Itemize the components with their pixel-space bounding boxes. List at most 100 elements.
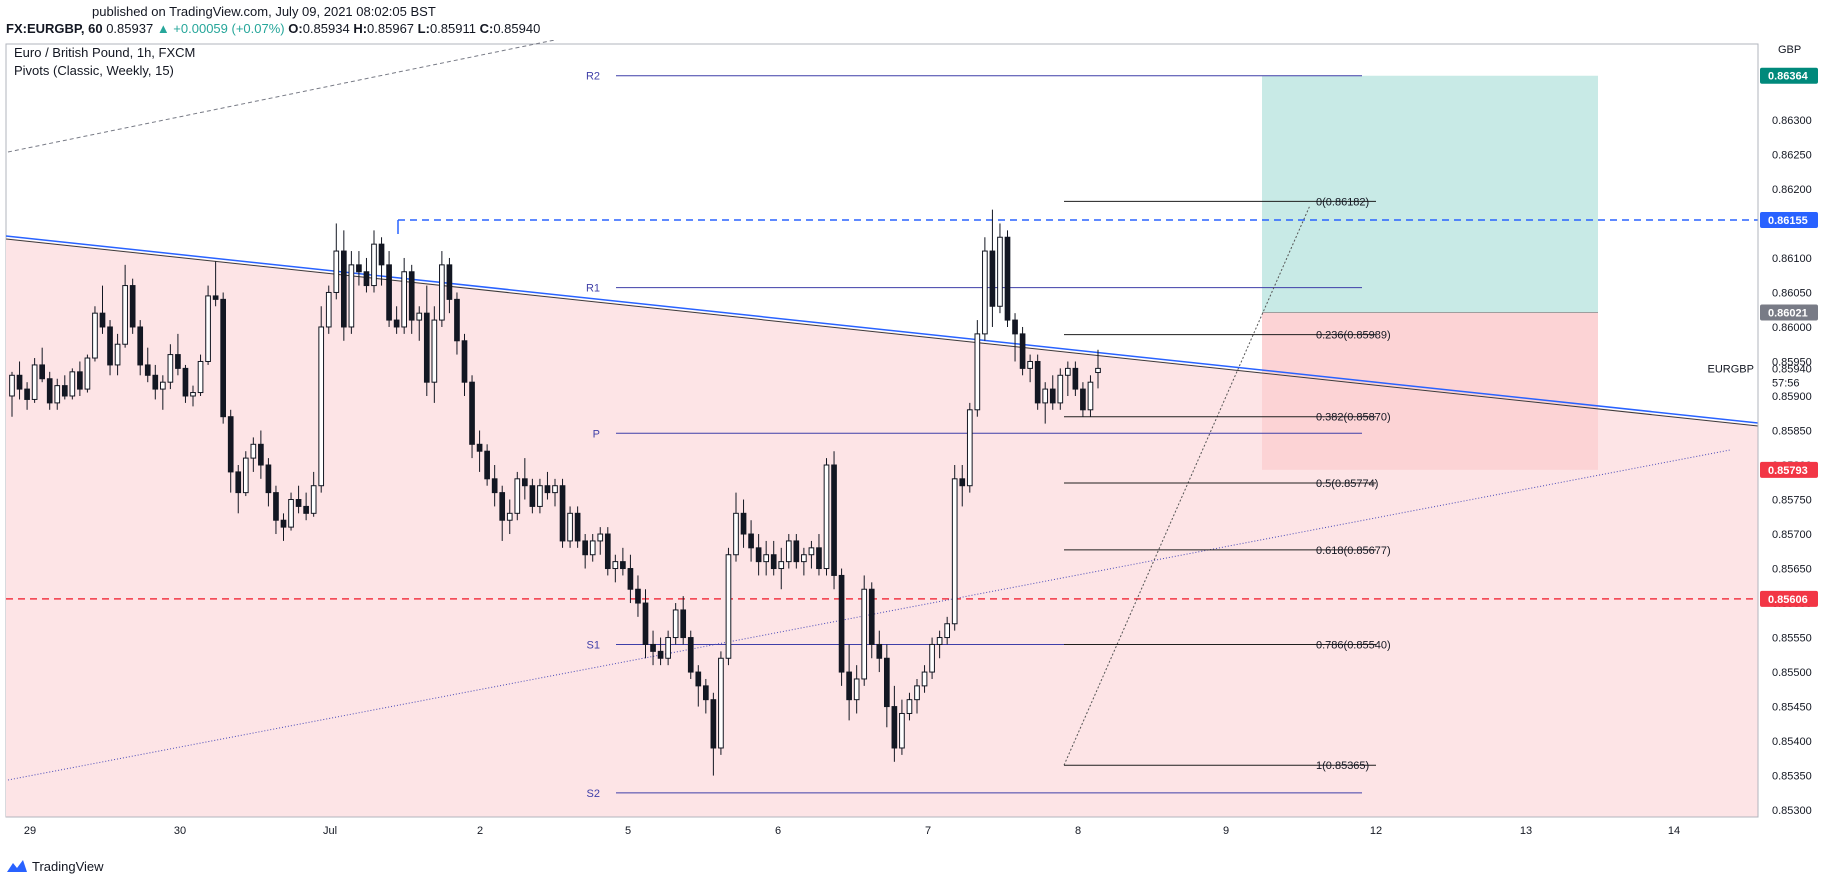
candle-up bbox=[718, 657, 724, 749]
candles-layer bbox=[9, 209, 1101, 776]
fib-level-label: 0.618(0.85677) bbox=[1316, 545, 1391, 557]
candle-up bbox=[159, 381, 166, 390]
candle-down bbox=[476, 443, 483, 452]
candle-down bbox=[876, 643, 883, 659]
candle-down bbox=[574, 512, 581, 542]
candle-down bbox=[378, 243, 385, 266]
candle-down bbox=[846, 671, 852, 701]
candle-down bbox=[604, 533, 611, 570]
candle-down bbox=[1034, 360, 1041, 404]
candle-up bbox=[861, 588, 868, 680]
candle-down bbox=[461, 340, 468, 383]
candle-down bbox=[680, 609, 687, 639]
candle-down bbox=[710, 699, 717, 749]
time-axis[interactable]: 29 30 Jul 2 5 6 7 8 9 12 13 14 bbox=[6, 816, 1758, 837]
candle-up bbox=[665, 637, 671, 659]
chart-legend-title: Euro / British Pound, 1h, FXCM bbox=[14, 45, 195, 60]
candle-up bbox=[951, 478, 958, 625]
candle-down bbox=[446, 264, 453, 300]
candle-up bbox=[1042, 388, 1049, 404]
candle-down bbox=[838, 574, 845, 673]
price-tick-label: 0.85450 bbox=[1772, 702, 1812, 714]
candle-down bbox=[740, 512, 747, 535]
candle-up bbox=[288, 499, 294, 528]
price-tag-label: 0.86021 bbox=[1768, 307, 1808, 319]
symbol-label[interactable]: FX:EURGBP, 60 bbox=[6, 21, 103, 36]
fib-level-label: 0.382(0.85870) bbox=[1316, 412, 1391, 424]
price-tick-label: 0.86250 bbox=[1772, 149, 1812, 161]
candle-down bbox=[99, 312, 106, 328]
candle-down bbox=[303, 505, 309, 514]
candle-up bbox=[974, 333, 981, 411]
candle-down bbox=[883, 657, 890, 708]
candle-up bbox=[921, 671, 928, 687]
candle-down bbox=[182, 367, 189, 397]
price-tag bbox=[1760, 67, 1818, 84]
candle-down bbox=[227, 416, 234, 473]
candle-up bbox=[808, 547, 815, 556]
current-price-symbol: EURGBP bbox=[1708, 363, 1754, 375]
candle-down bbox=[24, 388, 30, 400]
candle-down bbox=[137, 326, 144, 366]
candle-down bbox=[491, 478, 498, 494]
candle-down bbox=[129, 285, 136, 328]
price-tag bbox=[1760, 211, 1818, 228]
candle-up bbox=[92, 312, 98, 359]
candle-up bbox=[310, 485, 317, 514]
candle-down bbox=[831, 464, 837, 576]
low-value: 0.85911 bbox=[429, 21, 476, 36]
candle-up bbox=[612, 561, 619, 570]
candle-down bbox=[1019, 333, 1026, 369]
time-tick-label: 6 bbox=[775, 825, 781, 837]
candle-down bbox=[484, 450, 490, 480]
candle-down bbox=[408, 271, 415, 321]
high-value: 0.85967 bbox=[367, 21, 415, 36]
candle-down bbox=[340, 250, 347, 328]
candle-down bbox=[627, 568, 634, 590]
candle-up bbox=[514, 478, 521, 514]
price-tick-label: 0.86000 bbox=[1772, 322, 1812, 334]
candle-up bbox=[537, 485, 543, 507]
fib-level-label: 1(0.85365) bbox=[1316, 760, 1369, 772]
candle-up bbox=[69, 371, 76, 397]
tradingview-brand[interactable]: TradingView bbox=[6, 858, 104, 874]
candle-up bbox=[1064, 367, 1071, 376]
candle-down bbox=[454, 298, 460, 342]
time-tick-label: 12 bbox=[1370, 825, 1382, 837]
candle-up bbox=[801, 554, 807, 563]
candle-down bbox=[265, 464, 272, 494]
candle-up bbox=[906, 699, 913, 714]
time-tick-label: Jul bbox=[323, 825, 337, 837]
currency-label[interactable]: GBP bbox=[1778, 44, 1801, 56]
price-tick-label: 0.85350 bbox=[1772, 771, 1812, 783]
price-tick-label: 0.85950 bbox=[1772, 356, 1812, 368]
candle-down bbox=[356, 264, 362, 273]
candle-down bbox=[235, 471, 242, 494]
candle-down bbox=[868, 588, 875, 645]
candle-up bbox=[325, 291, 332, 328]
price-tick-label: 0.86100 bbox=[1772, 253, 1812, 265]
candle-down bbox=[16, 374, 23, 390]
price-tick-label: 0.85550 bbox=[1772, 633, 1812, 645]
candle-up bbox=[1027, 360, 1033, 369]
time-tick-label: 9 bbox=[1223, 825, 1229, 837]
candle-up bbox=[997, 236, 1003, 307]
time-tick-label: 14 bbox=[1668, 825, 1680, 837]
candle-down bbox=[280, 519, 287, 528]
candle-up bbox=[242, 457, 249, 494]
price-tick-label: 0.85400 bbox=[1772, 736, 1812, 748]
price-axis[interactable]: 0.863000.862500.862000.861500.861000.860… bbox=[1708, 44, 1818, 817]
price-tag-label: 0.85606 bbox=[1768, 594, 1808, 606]
candle-down bbox=[657, 650, 664, 659]
price-tick-label: 0.86050 bbox=[1772, 287, 1812, 299]
time-tick-label: 8 bbox=[1075, 825, 1081, 837]
candle-down bbox=[620, 561, 626, 570]
candle-down bbox=[144, 364, 151, 376]
time-tick-label: 29 bbox=[24, 825, 36, 837]
candle-up bbox=[567, 512, 573, 542]
price-chart[interactable]: R2 R1 P S1 S2 0(0.86182) 0.236(0.85989) 0.382(0… bbox=[0, 40, 1828, 855]
close-value: 0.85940 bbox=[493, 21, 541, 36]
candle-up bbox=[785, 540, 792, 563]
candle-down bbox=[258, 443, 264, 466]
price-tick-label: 0.85750 bbox=[1772, 495, 1812, 507]
